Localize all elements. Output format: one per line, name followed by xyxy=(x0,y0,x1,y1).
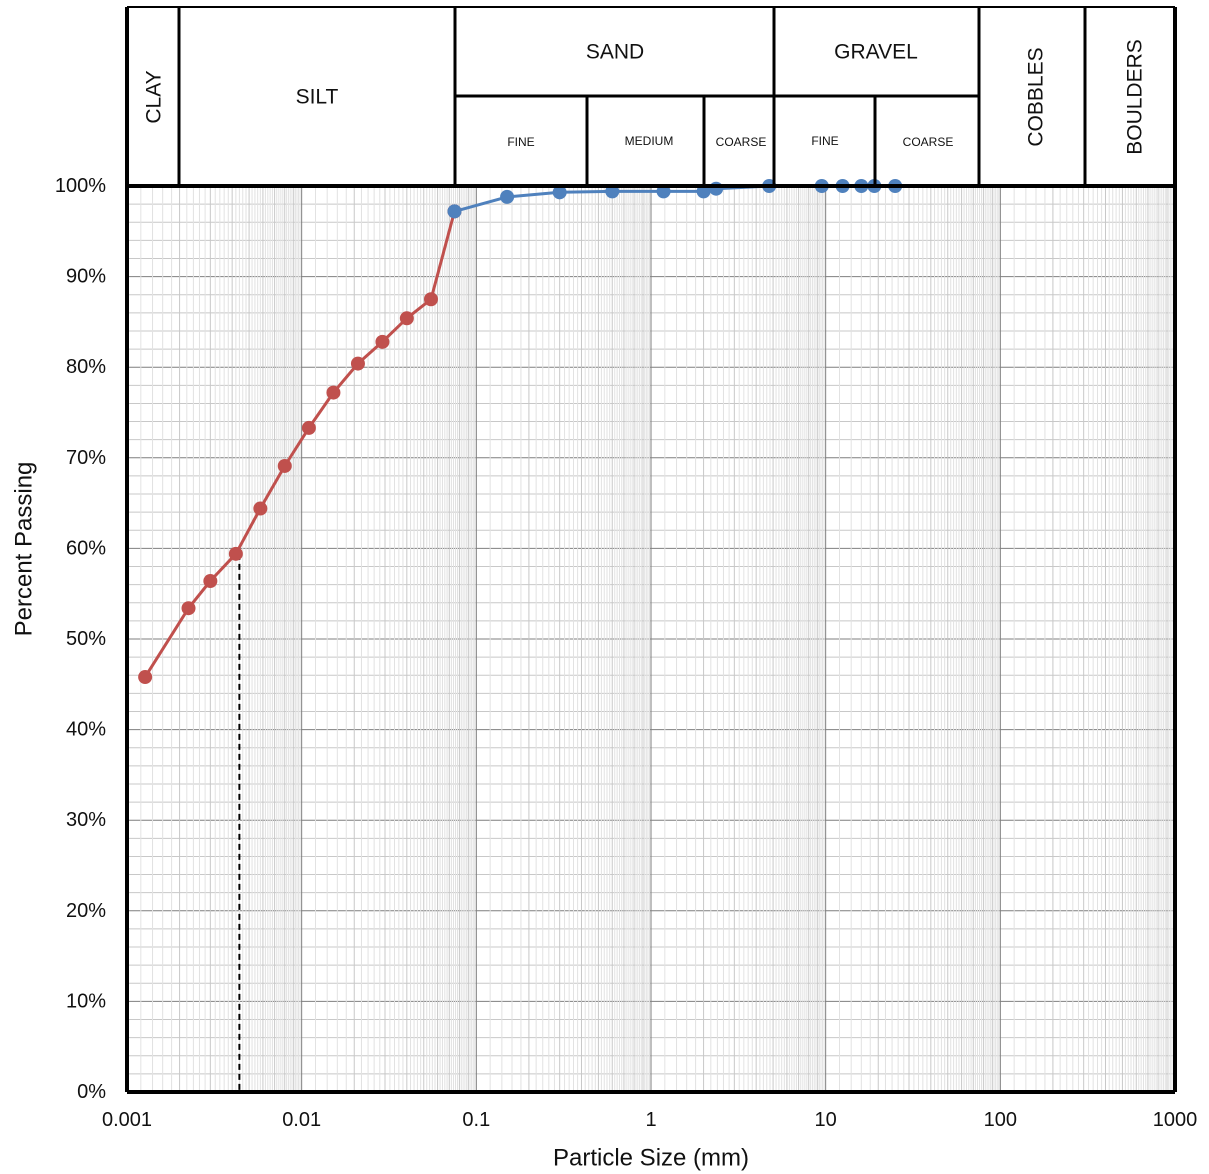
series-1-point xyxy=(326,385,341,400)
series-1-point xyxy=(350,356,365,371)
series-2-point xyxy=(500,189,515,204)
y-tick-label: 80% xyxy=(66,356,106,378)
x-tick-label: 1 xyxy=(645,1109,656,1131)
class-label-silt: SILT xyxy=(296,86,339,109)
x-tick-label: 0.01 xyxy=(282,1109,321,1131)
class-label-gravel-fine: FINE xyxy=(811,134,838,148)
x-tick-label: 0.001 xyxy=(102,1109,152,1131)
y-axis-label: Percent Passing xyxy=(11,462,38,637)
y-tick-label: 0% xyxy=(77,1081,106,1103)
series-1-point xyxy=(203,574,218,589)
y-tick-label: 40% xyxy=(66,719,106,741)
y-tick-label: 20% xyxy=(66,900,106,922)
y-tick-label: 50% xyxy=(66,628,106,650)
x-tick-label: 100 xyxy=(984,1109,1017,1131)
series-1-point xyxy=(375,334,390,349)
series-1-point xyxy=(399,311,414,326)
series-1-point xyxy=(423,292,438,307)
class-label-sand-medium: MEDIUM xyxy=(625,134,674,148)
y-tick-label: 10% xyxy=(66,990,106,1012)
series-2-point xyxy=(709,181,724,196)
class-label-gravel: GRAVEL xyxy=(834,41,918,64)
y-tick-label: 100% xyxy=(55,175,106,197)
grid xyxy=(126,185,1175,1093)
class-label-sand-fine: FINE xyxy=(507,135,534,149)
y-tick-label: 30% xyxy=(66,809,106,831)
x-tick-label: 1000 xyxy=(1153,1109,1198,1131)
soil-classification-header: CLAY SILT SAND GRAVEL COBBLES BOULDERS F… xyxy=(143,39,1147,155)
chart-frame xyxy=(125,6,1177,1094)
series-1-point xyxy=(138,670,153,685)
data-series xyxy=(138,179,903,1092)
y-tick-label: 90% xyxy=(66,266,106,288)
series-2-point xyxy=(552,185,567,200)
series-1-point xyxy=(277,458,292,473)
x-axis-label: Particle Size (mm) xyxy=(553,1145,749,1172)
class-label-sand: SAND xyxy=(586,41,644,64)
y-tick-label: 60% xyxy=(66,537,106,559)
class-label-gravel-coarse: COARSE xyxy=(903,135,954,149)
tick-labels: 0.001 0.01 0.1 1 10 100 1000 0% 10% 20% 30% 40% 50% 6… xyxy=(55,175,1197,1131)
series-1-point xyxy=(253,501,268,516)
series-1-point xyxy=(301,420,316,435)
series-1-point xyxy=(181,601,196,616)
class-label-sand-coarse: COARSE xyxy=(716,135,767,149)
series-2-point xyxy=(447,204,462,219)
class-label-cobbles: COBBLES xyxy=(1025,47,1048,146)
x-tick-label: 10 xyxy=(815,1109,837,1131)
y-tick-label: 70% xyxy=(66,447,106,469)
series-1-point xyxy=(228,546,243,561)
class-label-clay: CLAY xyxy=(143,70,166,123)
x-tick-label: 0.1 xyxy=(462,1109,490,1131)
class-label-boulders: BOULDERS xyxy=(1124,39,1147,155)
